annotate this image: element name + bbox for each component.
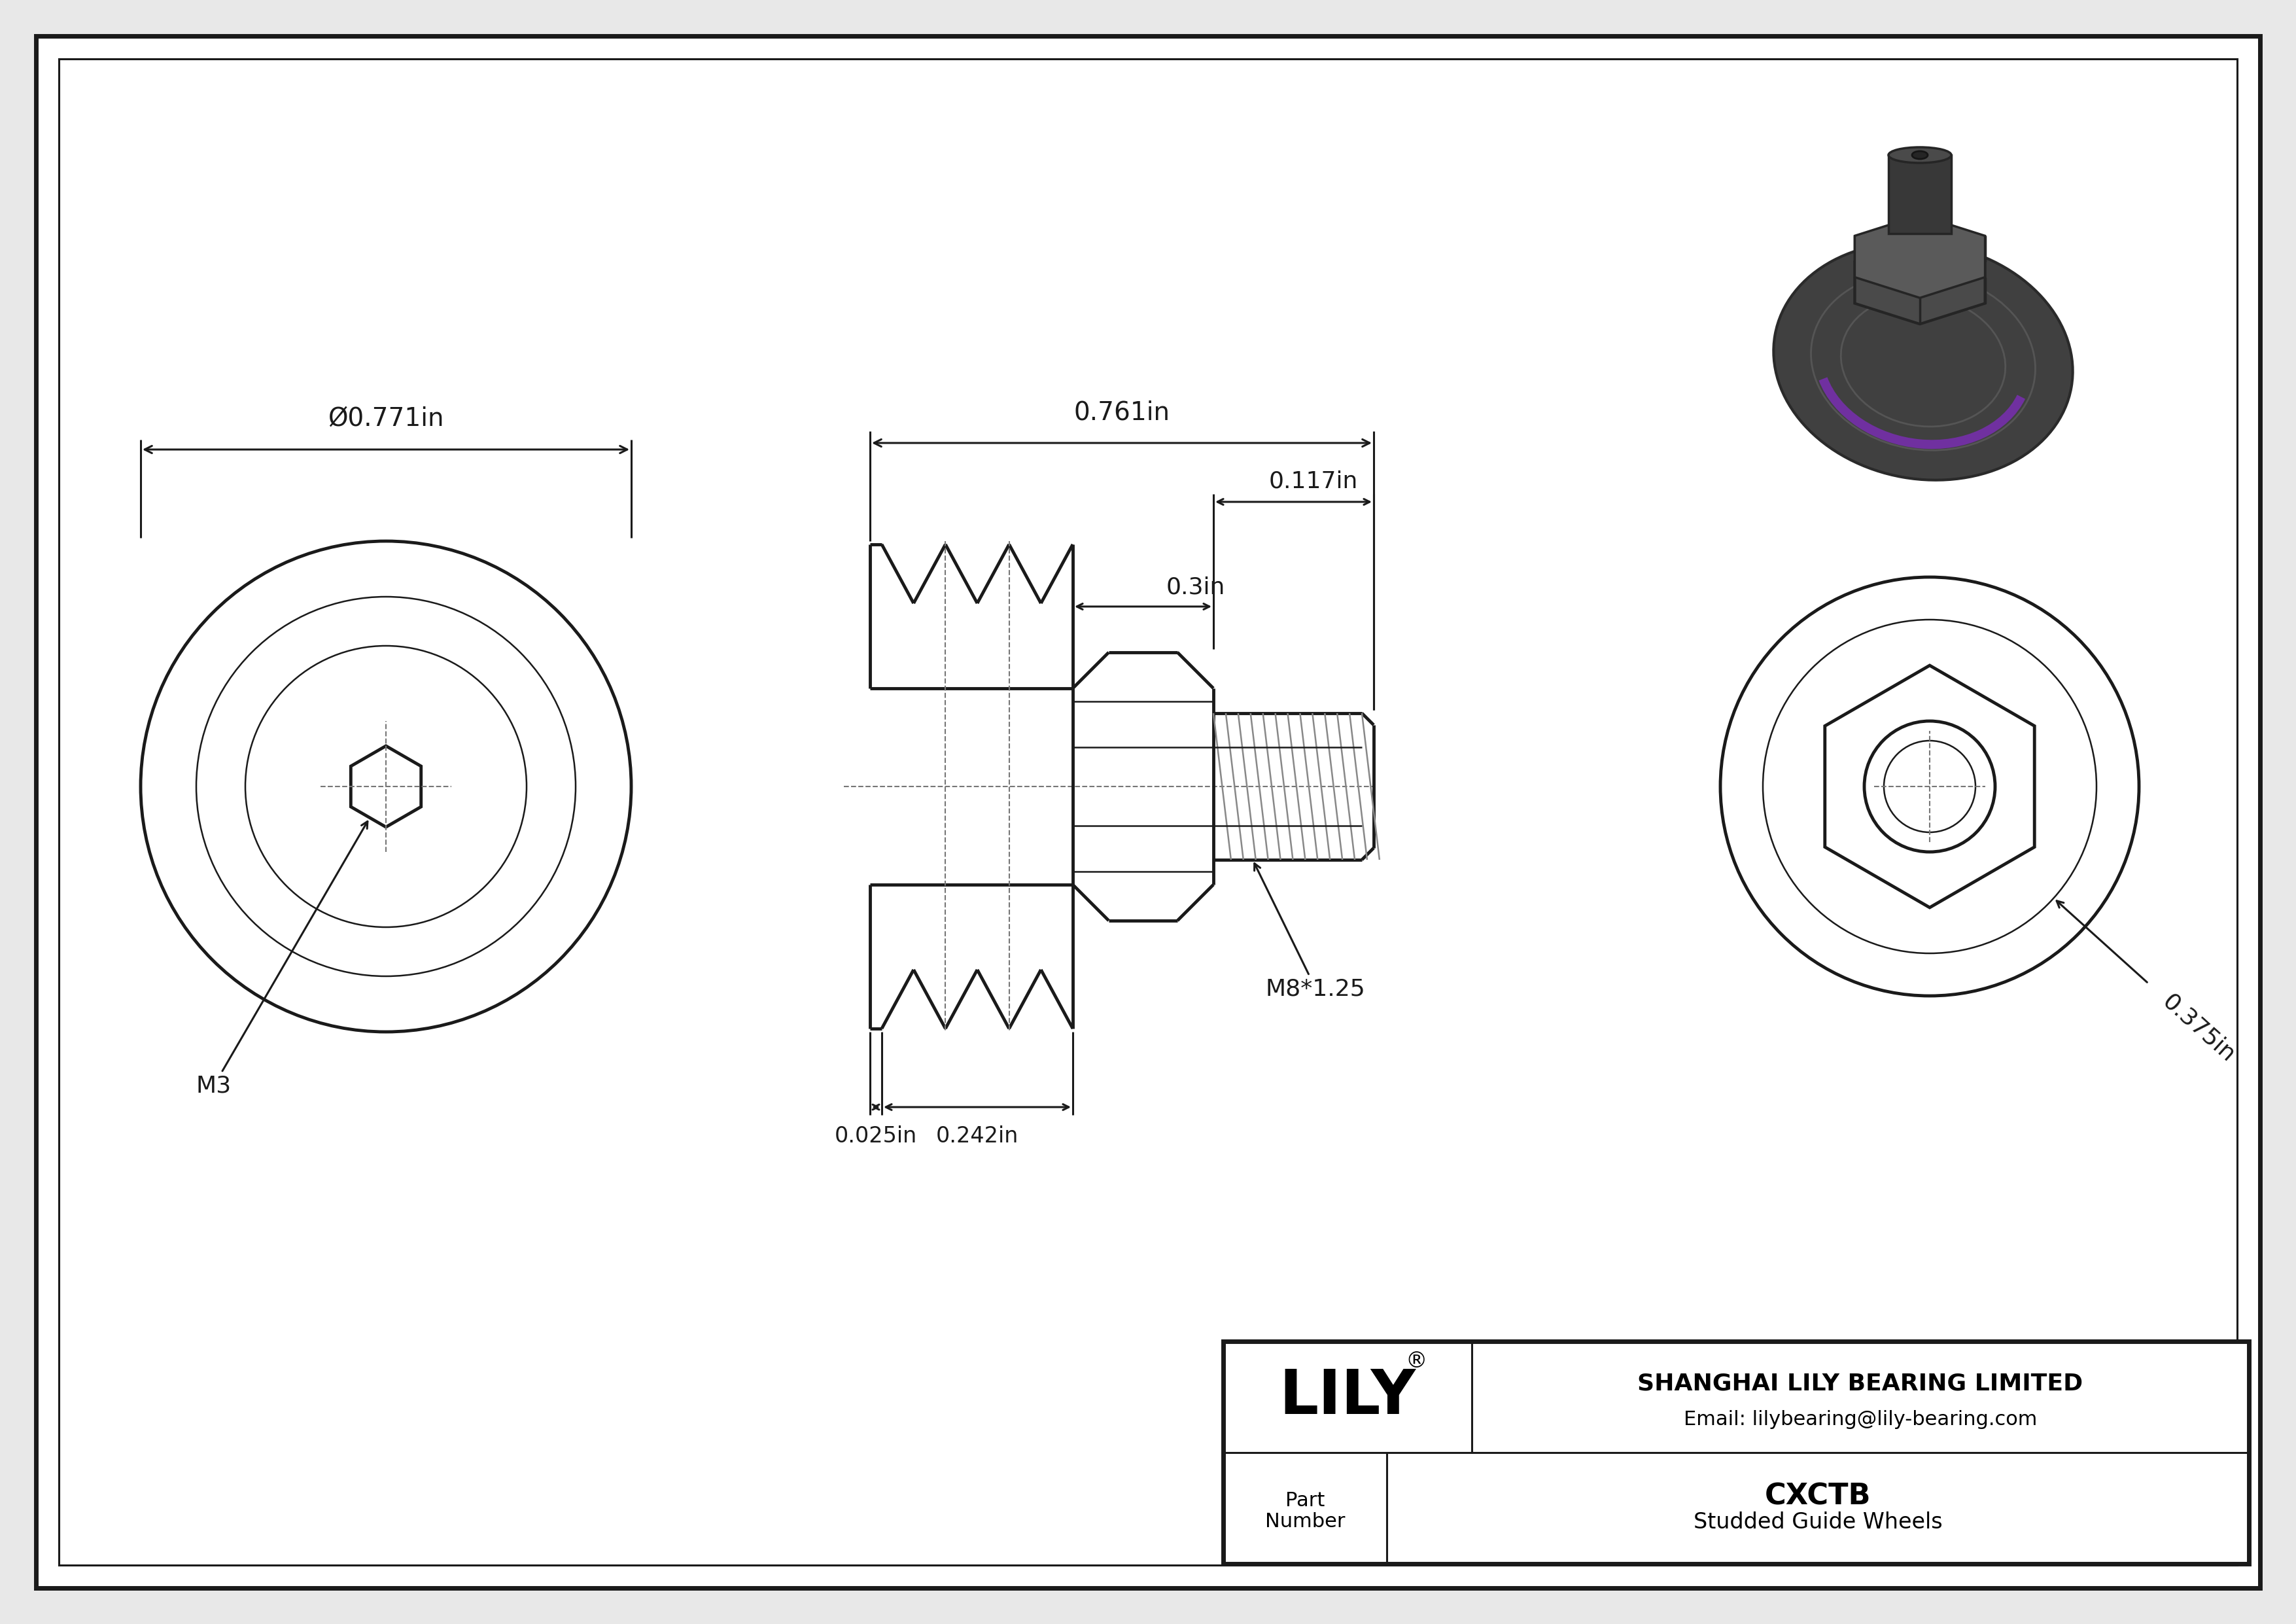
Text: 0.375in: 0.375in: [2158, 991, 2239, 1067]
Ellipse shape: [1913, 151, 1929, 159]
Text: ®: ®: [1405, 1351, 1428, 1372]
Text: Email: lilybearing@lily-bearing.com: Email: lilybearing@lily-bearing.com: [1683, 1410, 2037, 1429]
Text: Ø0.771in: Ø0.771in: [328, 406, 443, 432]
Text: 0.3in: 0.3in: [1166, 577, 1226, 599]
Text: 0.242in: 0.242in: [937, 1125, 1019, 1147]
Text: M8*1.25: M8*1.25: [1254, 864, 1366, 1000]
Text: 0.117in: 0.117in: [1270, 469, 1357, 492]
Text: 0.025in: 0.025in: [833, 1125, 916, 1147]
FancyBboxPatch shape: [1890, 154, 1952, 234]
Text: CXCTB: CXCTB: [1766, 1483, 1871, 1510]
Polygon shape: [1855, 242, 1986, 325]
Ellipse shape: [1890, 148, 1952, 162]
Text: Studded Guide Wheels: Studded Guide Wheels: [1694, 1512, 1942, 1533]
Text: Part: Part: [1286, 1491, 1325, 1510]
Text: SHANGHAI LILY BEARING LIMITED: SHANGHAI LILY BEARING LIMITED: [1637, 1372, 2082, 1395]
Bar: [1224, 1341, 2248, 1564]
Text: M3: M3: [195, 822, 367, 1096]
Ellipse shape: [1773, 242, 2073, 481]
Text: 0.761in: 0.761in: [1075, 400, 1171, 424]
Text: LILY: LILY: [1279, 1367, 1417, 1427]
Polygon shape: [1855, 214, 1986, 297]
Text: Number: Number: [1265, 1512, 1345, 1531]
